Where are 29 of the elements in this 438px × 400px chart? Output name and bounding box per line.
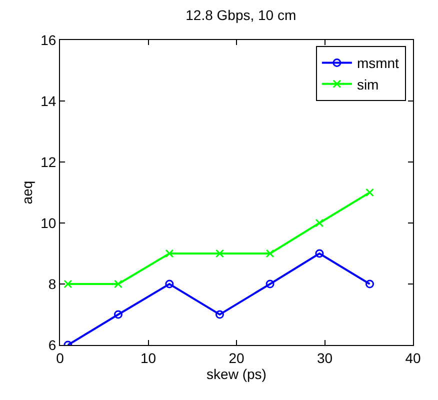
point <box>165 249 174 258</box>
point <box>215 249 224 258</box>
x-tick-label: 0 <box>56 350 64 366</box>
point <box>366 280 374 288</box>
point <box>114 310 122 319</box>
x-tick-label: 10 <box>140 350 156 366</box>
y-axis-title: aeq <box>19 180 36 204</box>
point <box>266 280 274 288</box>
chart-title: 12.8 Gbps, 10 cm <box>186 6 296 23</box>
point <box>114 280 122 288</box>
legend-label: msmnt <box>356 55 400 72</box>
point <box>315 218 324 228</box>
x-axis-title: skew (ps) <box>206 366 266 382</box>
point <box>266 249 274 258</box>
x-tick-label: 40 <box>405 350 421 366</box>
point <box>366 188 374 197</box>
point <box>165 280 174 288</box>
y-tick-label: 6 <box>48 336 56 353</box>
y-tick-label: 8 <box>48 276 56 292</box>
y-tick-label: 16 <box>40 32 56 48</box>
y-tick-label: 10 <box>40 214 56 231</box>
point <box>215 310 224 319</box>
point <box>64 280 72 288</box>
y-tick-label: 14 <box>40 92 56 109</box>
y-tick-label: 12 <box>40 154 56 170</box>
point <box>315 249 324 258</box>
x-tick-label: 30 <box>316 350 333 366</box>
x-tick-label: 20 <box>228 350 244 366</box>
legend-label: sim <box>356 76 379 92</box>
